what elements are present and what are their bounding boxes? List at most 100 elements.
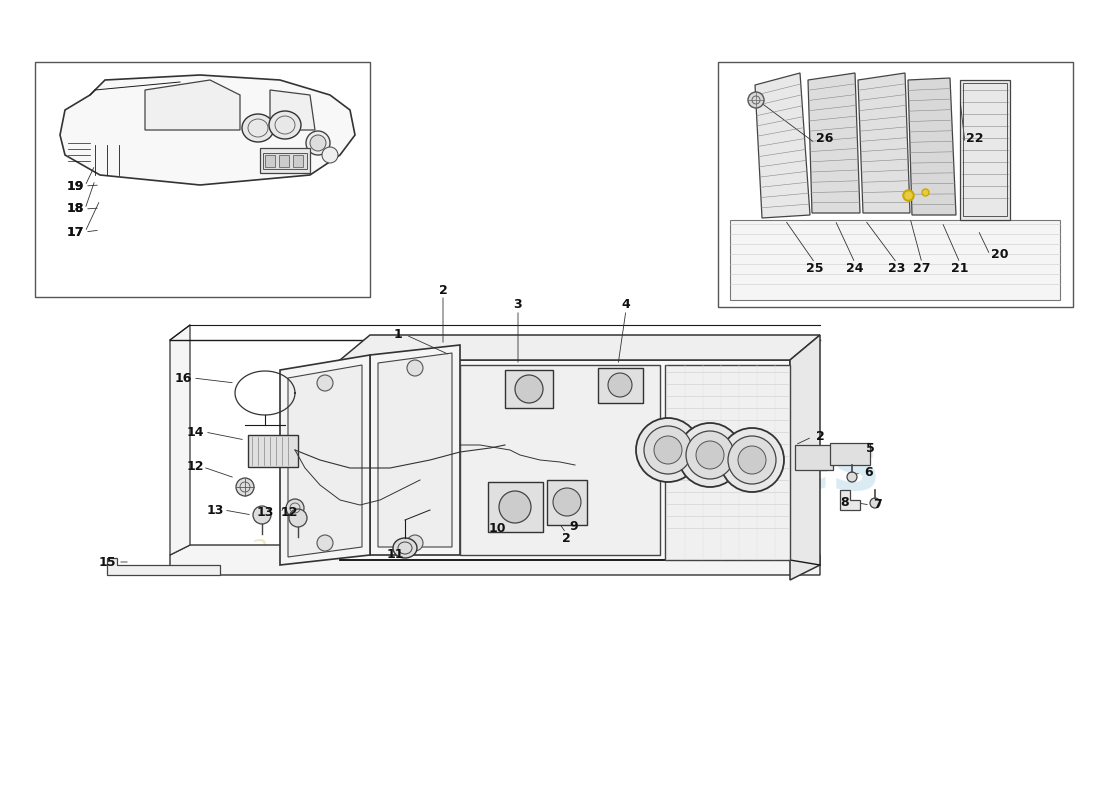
Bar — [248, 435, 298, 467]
Polygon shape — [170, 545, 820, 575]
Ellipse shape — [306, 131, 330, 155]
Ellipse shape — [310, 135, 326, 151]
Ellipse shape — [644, 426, 692, 474]
Ellipse shape — [322, 147, 338, 163]
Polygon shape — [145, 80, 240, 130]
Ellipse shape — [720, 428, 784, 492]
Polygon shape — [858, 73, 910, 213]
Ellipse shape — [847, 472, 857, 482]
Ellipse shape — [242, 114, 274, 142]
Ellipse shape — [728, 436, 776, 484]
Text: 2: 2 — [439, 283, 448, 297]
Bar — [263, 153, 307, 169]
Ellipse shape — [686, 431, 734, 479]
Ellipse shape — [678, 423, 743, 487]
Polygon shape — [790, 335, 820, 580]
Bar — [830, 443, 870, 465]
Ellipse shape — [270, 111, 301, 139]
Polygon shape — [378, 353, 452, 547]
Ellipse shape — [738, 446, 766, 474]
Text: 25: 25 — [806, 262, 824, 274]
Bar — [962, 83, 1006, 216]
Ellipse shape — [317, 535, 333, 551]
Bar — [598, 368, 644, 403]
Bar — [505, 370, 553, 408]
Bar — [460, 365, 660, 555]
Polygon shape — [340, 335, 820, 360]
Text: 24: 24 — [846, 262, 864, 274]
Bar — [293, 155, 303, 167]
Text: 22: 22 — [966, 131, 983, 145]
Text: 13: 13 — [207, 503, 223, 517]
Text: 9: 9 — [570, 521, 579, 534]
Text: 26: 26 — [816, 131, 834, 145]
Polygon shape — [270, 90, 315, 130]
Text: eurospares: eurospares — [370, 429, 880, 507]
Ellipse shape — [870, 498, 880, 508]
Polygon shape — [755, 73, 810, 218]
Polygon shape — [60, 75, 355, 185]
Ellipse shape — [608, 373, 632, 397]
Text: 3: 3 — [514, 298, 522, 311]
Text: 21: 21 — [952, 262, 969, 274]
Text: 1: 1 — [394, 329, 403, 342]
Ellipse shape — [407, 535, 424, 551]
Bar — [279, 155, 289, 167]
Polygon shape — [288, 365, 362, 557]
Polygon shape — [808, 73, 860, 213]
Text: 20: 20 — [991, 249, 1009, 262]
Text: 8: 8 — [840, 495, 849, 509]
Text: 12: 12 — [186, 461, 204, 474]
Text: 19: 19 — [66, 179, 84, 193]
Ellipse shape — [499, 491, 531, 523]
Polygon shape — [170, 325, 190, 555]
Text: 23: 23 — [889, 262, 905, 274]
Bar — [795, 445, 833, 470]
Ellipse shape — [654, 436, 682, 464]
Bar — [718, 62, 1072, 307]
Text: 17: 17 — [66, 226, 84, 238]
Polygon shape — [908, 78, 956, 215]
Bar — [260, 148, 310, 173]
Text: 7: 7 — [873, 498, 882, 511]
Text: a passion for cars since...: a passion for cars since... — [250, 533, 620, 561]
Text: 27: 27 — [913, 262, 931, 274]
Text: 4: 4 — [621, 298, 630, 311]
Text: 2: 2 — [562, 531, 571, 545]
Bar — [265, 155, 275, 167]
Ellipse shape — [636, 418, 700, 482]
Ellipse shape — [696, 441, 724, 469]
Bar — [730, 220, 1060, 300]
Ellipse shape — [289, 509, 307, 527]
Text: 15: 15 — [98, 555, 116, 569]
Ellipse shape — [407, 360, 424, 376]
Text: 13: 13 — [256, 506, 274, 519]
Text: 18: 18 — [66, 202, 84, 215]
Ellipse shape — [286, 499, 304, 517]
Bar — [960, 80, 1010, 220]
Text: 19: 19 — [66, 179, 84, 193]
Ellipse shape — [253, 506, 271, 524]
Text: 12: 12 — [280, 506, 298, 519]
Bar — [547, 480, 587, 525]
Ellipse shape — [553, 488, 581, 516]
Ellipse shape — [748, 92, 764, 108]
Text: 18: 18 — [66, 202, 84, 215]
Polygon shape — [840, 490, 860, 510]
Polygon shape — [370, 345, 460, 555]
Text: 14: 14 — [186, 426, 204, 438]
Bar — [35, 62, 370, 297]
Text: 11: 11 — [386, 549, 404, 562]
Text: 6: 6 — [865, 466, 873, 479]
Bar — [666, 365, 790, 560]
Bar — [340, 360, 790, 560]
Text: 10: 10 — [488, 522, 506, 534]
Polygon shape — [280, 355, 370, 565]
Ellipse shape — [317, 375, 333, 391]
Ellipse shape — [393, 538, 417, 558]
Text: 16: 16 — [174, 371, 191, 385]
Ellipse shape — [236, 478, 254, 496]
Polygon shape — [107, 558, 220, 575]
Text: 2: 2 — [815, 430, 824, 443]
Text: 17: 17 — [66, 226, 84, 238]
